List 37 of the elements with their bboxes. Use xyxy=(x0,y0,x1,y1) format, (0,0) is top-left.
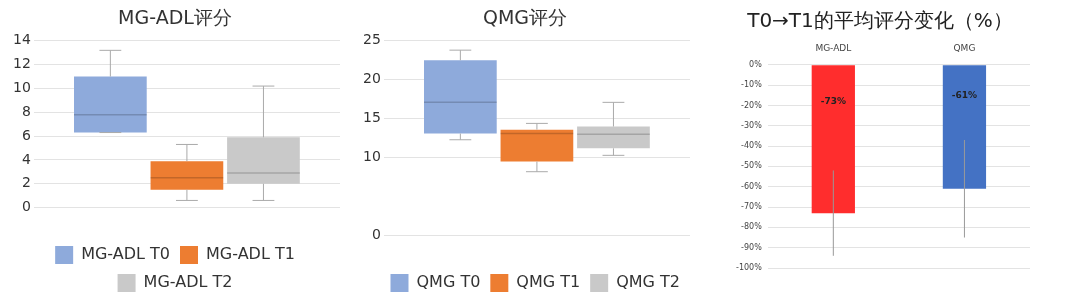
legend-label: MG-ADL T2 xyxy=(143,272,233,292)
y-tick-label: 0% xyxy=(749,59,763,69)
y-tick-label: 6 xyxy=(21,126,31,143)
y-tick-label: -30% xyxy=(741,120,763,130)
y-tick-label: 12 xyxy=(12,55,31,72)
legend-label: QMG T0 xyxy=(416,272,481,292)
y-tick-label: 2 xyxy=(21,174,31,191)
y-tick-label: 8 xyxy=(21,102,31,119)
y-tick-label: -90% xyxy=(741,242,763,252)
chart-title: QMG评分 xyxy=(482,6,568,29)
y-tick-label: -70% xyxy=(741,202,763,212)
y-tick-label: -10% xyxy=(741,80,763,90)
data-label: -61% xyxy=(951,90,978,101)
y-tick-label: 15 xyxy=(362,109,381,126)
y-tick-label: 10 xyxy=(362,148,381,165)
chart-title: T0→T1的平均评分变化（%） xyxy=(746,8,1013,33)
x-tick-label: QMG xyxy=(953,42,976,53)
y-tick-label: 4 xyxy=(21,150,31,167)
y-tick-label: 25 xyxy=(362,31,381,48)
chart-title: MG-ADL评分 xyxy=(118,6,232,29)
y-tick-label: -80% xyxy=(741,222,763,232)
y-tick-label: 0 xyxy=(21,198,31,215)
y-tick-label: 20 xyxy=(362,70,381,87)
y-tick-label: -50% xyxy=(741,161,763,171)
x-tick-label: MG-ADL xyxy=(815,42,852,53)
y-tick-label: 14 xyxy=(12,31,31,48)
data-label: -73% xyxy=(820,96,846,107)
legend-label: MG-ADL T1 xyxy=(206,244,295,264)
y-tick-label: -60% xyxy=(741,181,763,191)
y-tick-label: -40% xyxy=(741,141,763,151)
y-tick-label: -100% xyxy=(735,263,763,273)
legend-label: QMG T2 xyxy=(616,272,681,292)
y-tick-label: 10 xyxy=(12,79,31,96)
legend-label: QMG T1 xyxy=(516,272,581,292)
legend-label: MG-ADL T0 xyxy=(81,244,170,264)
y-tick-label: -20% xyxy=(741,100,763,110)
y-tick-label: 0 xyxy=(371,226,381,243)
